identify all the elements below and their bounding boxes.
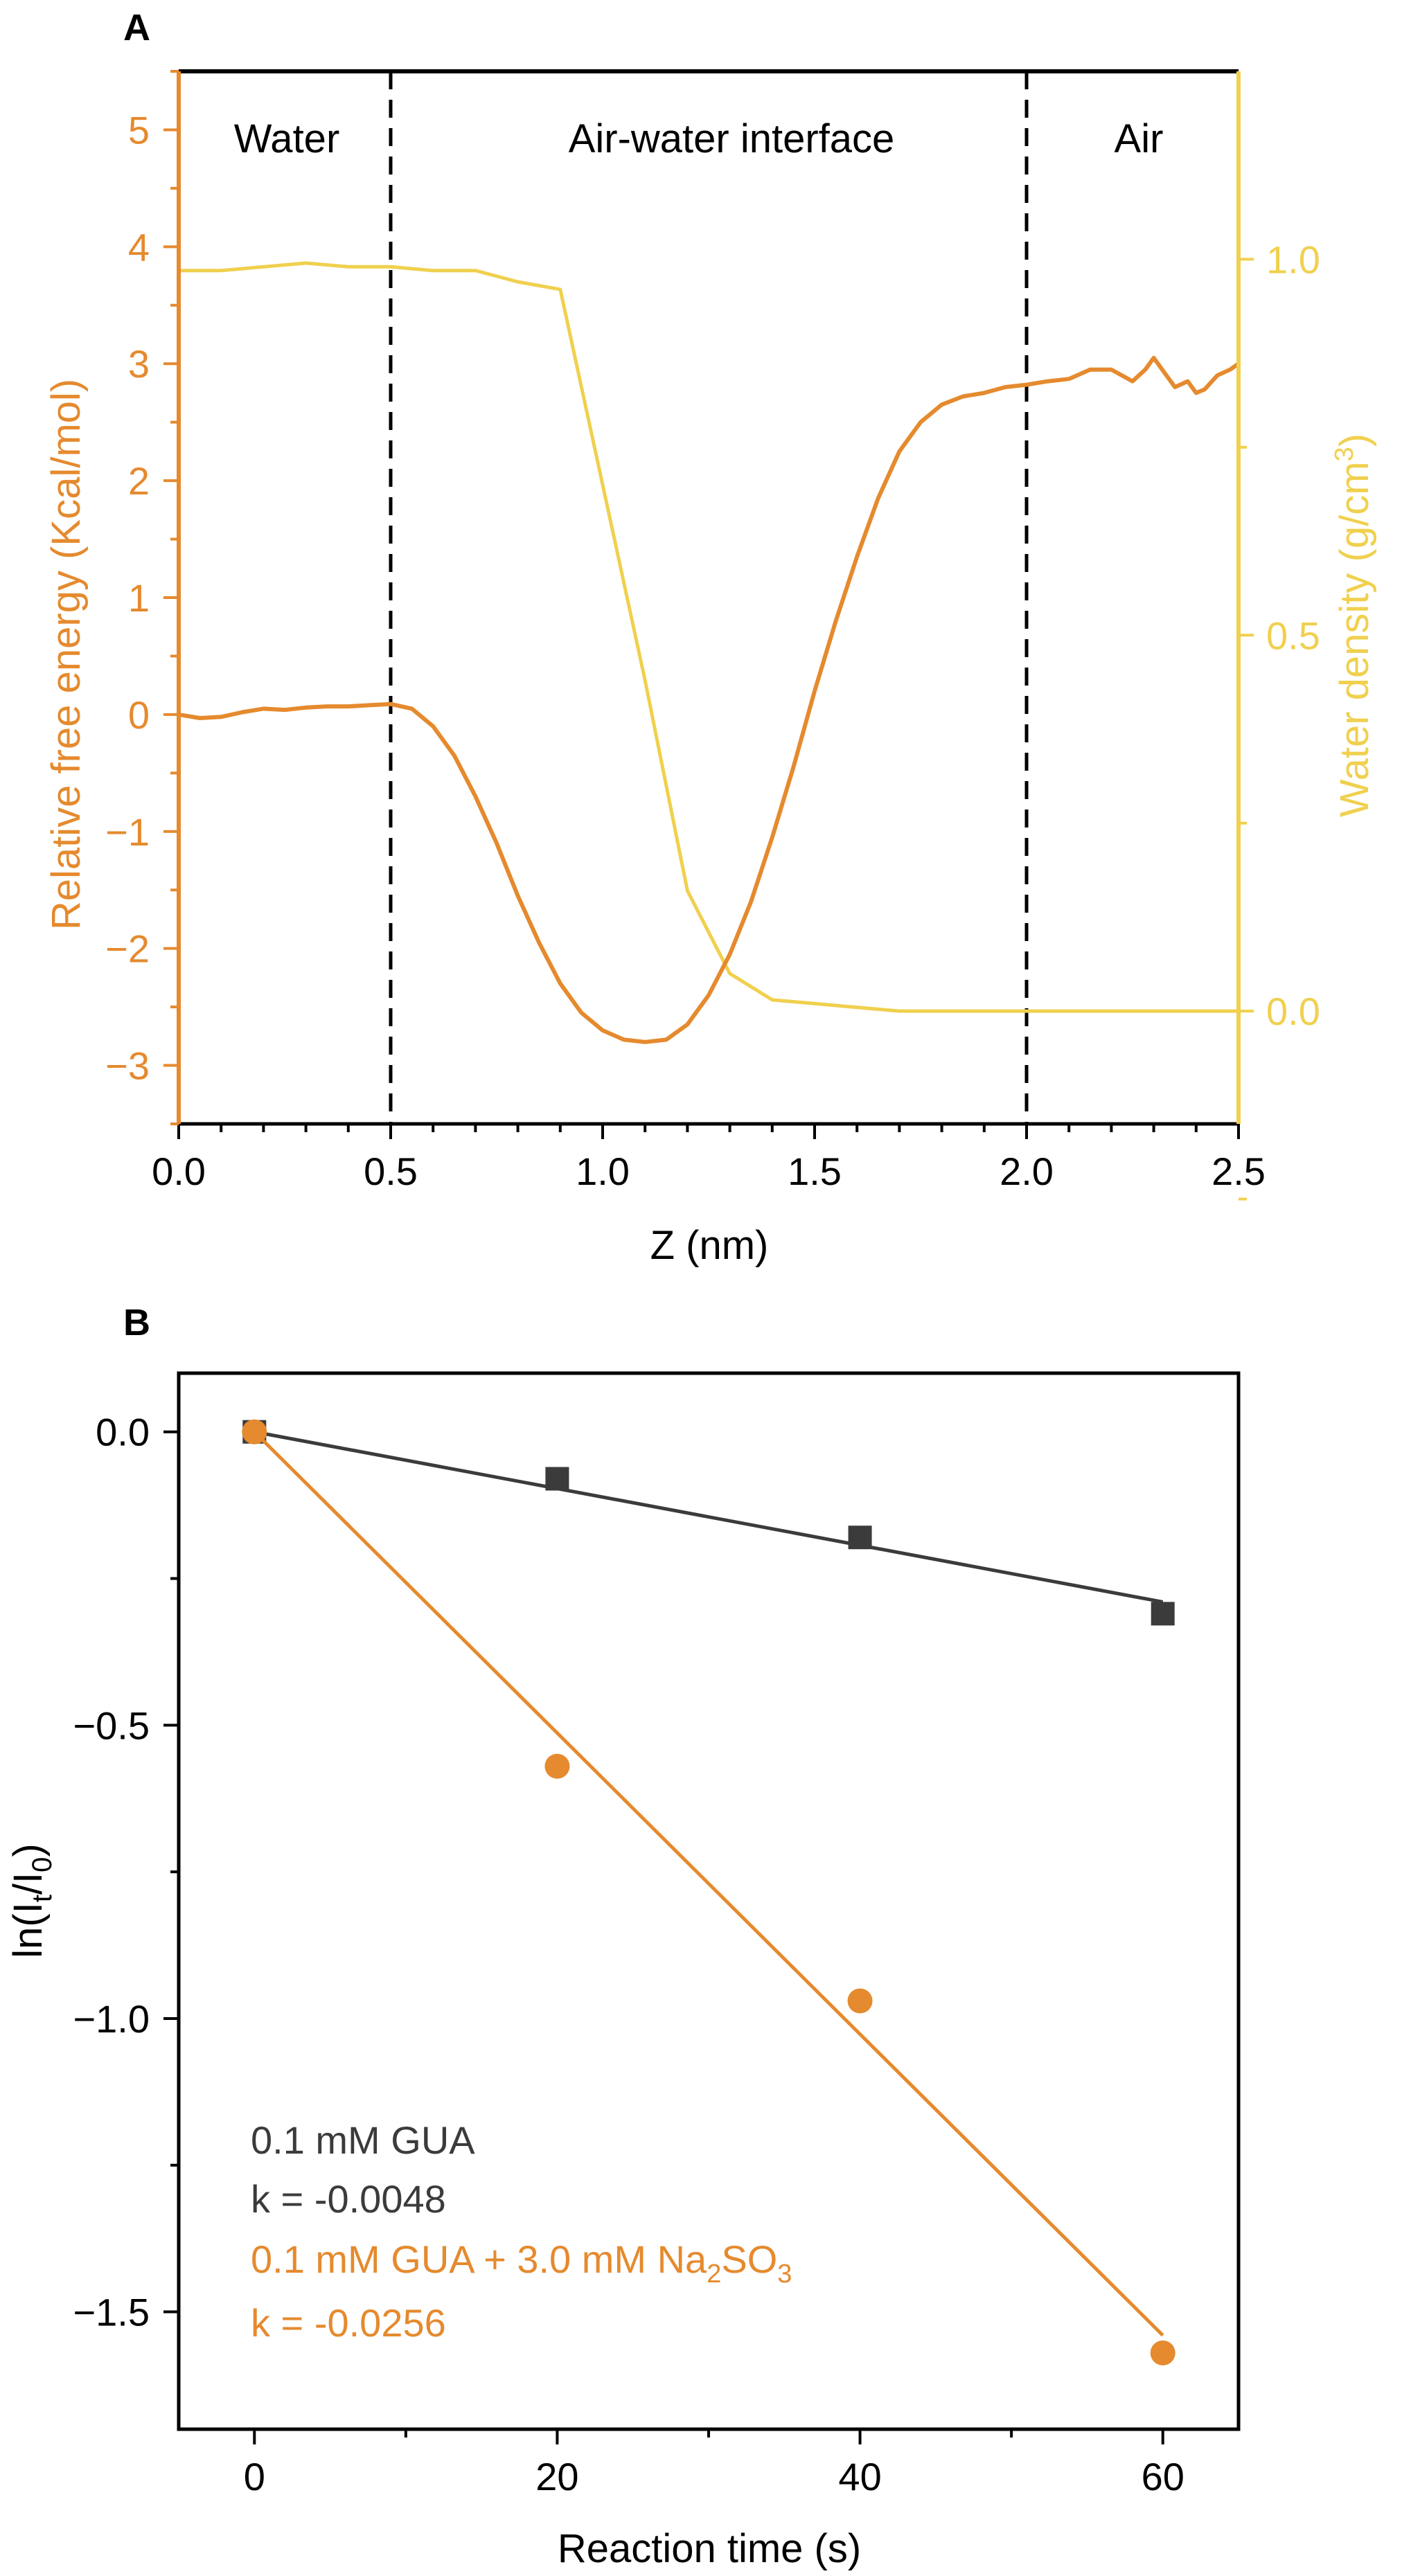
y-left-tick-label: 4 — [128, 225, 150, 269]
y-tick-label: 0.0 — [96, 1411, 150, 1454]
panel-a-left-ticks: −3 −2 −1 0 1 2 3 4 5 — [105, 70, 179, 1125]
panel-a-label: A — [123, 7, 150, 48]
x-tick-label: 1.0 — [576, 1150, 630, 1193]
data-point-circle — [242, 1419, 267, 1444]
free-energy-line — [178, 355, 1240, 1044]
x-tick-label: 60 — [1142, 2455, 1184, 2498]
data-point-square — [1151, 1602, 1175, 1626]
panel-b-x-ticks: 0 20 40 60 — [244, 2429, 1184, 2498]
panel-b-y-axis-label: ln(It/I0) — [6, 1843, 57, 1958]
x-tick-label: 0.5 — [364, 1150, 418, 1193]
y-tick-label: −1.0 — [73, 1997, 150, 2041]
fit-line-series-2 — [253, 1430, 1164, 2337]
legend-series1-slope: k = -0.0048 — [251, 2177, 446, 2221]
panel-b-x-axis-label: Reaction time (s) — [558, 2526, 861, 2571]
fit-line-series-1 — [254, 1430, 1164, 1604]
y-tick-label: −1.5 — [73, 2291, 150, 2334]
data-point-circle — [544, 1753, 570, 1779]
region-label-interface: Air-water interface — [569, 116, 895, 161]
y-left-tick-label: −2 — [105, 927, 150, 971]
x-tick-label: 2.0 — [1000, 1150, 1054, 1193]
panel-b-label: B — [123, 1302, 150, 1343]
x-tick-label: 40 — [838, 2455, 881, 2498]
legend-series2-slope: k = -0.0256 — [251, 2301, 446, 2345]
panel-b-series — [242, 1419, 1175, 2365]
data-point-square — [848, 1526, 872, 1550]
y-left-tick-label: −1 — [105, 810, 150, 854]
region-label-water: Water — [234, 116, 340, 161]
y-left-tick-label: 1 — [128, 576, 150, 620]
y-right-tick-label: 0.5 — [1266, 614, 1320, 657]
y-tick-label: −0.5 — [73, 1703, 150, 1747]
x-tick-label: 1.5 — [788, 1150, 842, 1193]
y-left-tick-label: −3 — [105, 1044, 150, 1088]
y-left-tick-label: 5 — [128, 108, 150, 152]
panel-a-x-axis-label: Z (nm) — [650, 1223, 769, 1268]
panel-b-y-ticks: 0.0 −0.5 −1.0 −1.5 — [73, 1411, 179, 2334]
panel-a-series — [178, 261, 1240, 1044]
panel-b: B 0 20 40 60 0.0 −0.5 −1.0 −1.5 0.1 mM GUA k =… — [6, 1302, 1241, 2571]
legend-series2-name: 0.1 mM GUA + 3.0 mM Na2SO3 — [251, 2237, 792, 2289]
region-label-air: Air — [1115, 116, 1164, 161]
y-left-tick-label: 2 — [128, 459, 150, 503]
panel-a-right-axis-label: Water density (g/cm3) — [1330, 433, 1377, 817]
panel-a-left-axis-label: Relative free energy (Kcal/mol) — [44, 379, 89, 930]
y-right-tick-label: 0.0 — [1266, 990, 1320, 1033]
x-tick-label: 0.0 — [152, 1150, 206, 1193]
data-point-circle — [847, 1988, 873, 2014]
data-point-square — [545, 1467, 569, 1491]
y-right-tick-label: 1.0 — [1266, 238, 1320, 281]
x-tick-label: 0 — [244, 2455, 265, 2498]
x-tick-label: 2.5 — [1212, 1150, 1266, 1193]
y-left-tick-label: 3 — [128, 342, 150, 386]
panel-a-right-ticks: 0.0 0.5 1.0 — [1239, 238, 1320, 1201]
data-point-circle — [1150, 2340, 1175, 2365]
panel-a: A 0.0 0.5 1.0 1.5 2.0 2.5 −3 −2 −1 0 1 2 3 4 5 0.0 0.5… — [44, 7, 1377, 1268]
x-tick-label: 20 — [535, 2455, 578, 2498]
region-dividers — [389, 71, 1029, 1124]
water-density-line — [179, 261, 1239, 1013]
y-left-tick-label: 0 — [128, 693, 150, 737]
legend-series1-name: 0.1 mM GUA — [251, 2118, 475, 2162]
panel-a-x-ticks: 0.0 0.5 1.0 1.5 2.0 2.5 — [152, 1124, 1266, 1193]
